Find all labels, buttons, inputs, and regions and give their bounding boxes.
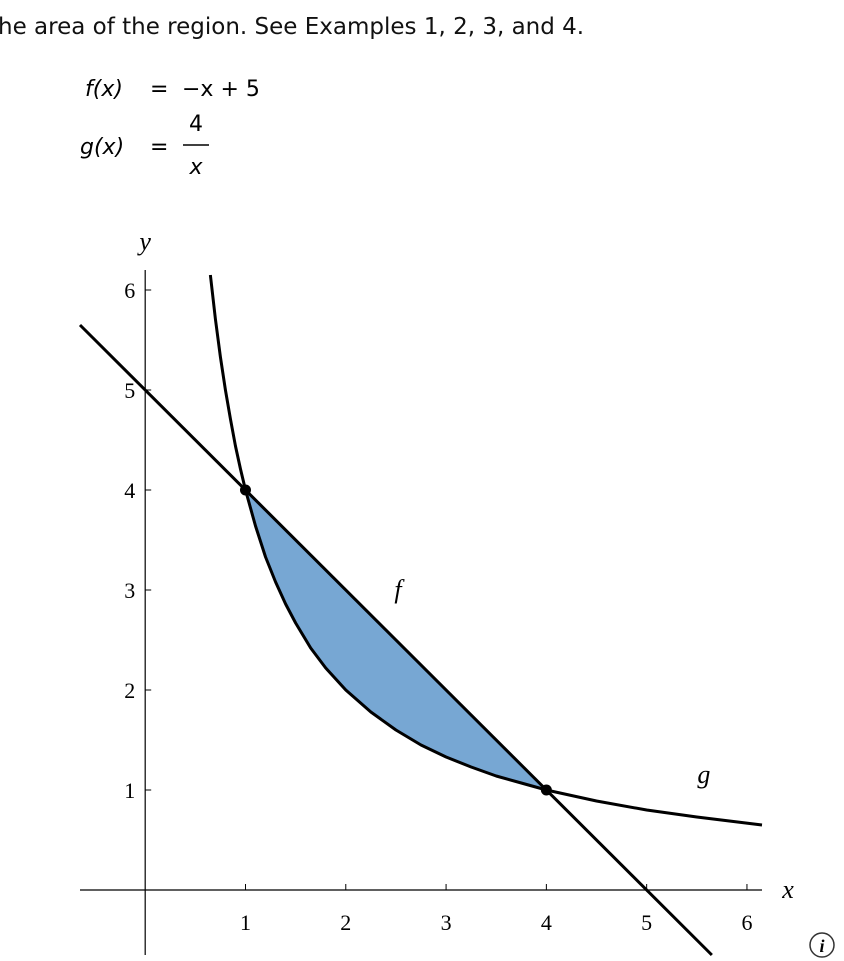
intersection-point	[540, 784, 552, 796]
equation-lhs: f(x)	[85, 77, 123, 102]
x-tick-label: 4	[541, 910, 552, 935]
y-axis-label: y	[136, 227, 151, 256]
equation-sign: =	[150, 135, 168, 160]
header-text: he area of the region. See Examples 1, 2…	[0, 14, 584, 40]
x-tick-label: 5	[641, 910, 652, 935]
fraction-denominator: x	[188, 155, 203, 180]
info-icon-glyph[interactable]: i	[819, 936, 824, 956]
x-tick-label: 2	[340, 910, 351, 935]
y-tick-label: 1	[124, 778, 135, 803]
x-tick-label: 3	[441, 910, 452, 935]
x-tick-label: 6	[741, 910, 752, 935]
info-icon[interactable]	[809, 932, 835, 958]
y-tick-label: 4	[124, 478, 135, 503]
x-axis-label: x	[781, 875, 794, 904]
chart: 1 2 3 4 5 6 1 2 3 4 5 6 x y f g	[78, 227, 794, 957]
equation-lhs: g(x)	[80, 135, 124, 160]
curve-label: f	[394, 575, 405, 604]
fraction-numerator: 4	[189, 112, 203, 137]
y-tick-label: 2	[124, 678, 135, 703]
x-tick-label: 1	[240, 910, 251, 935]
curve	[78, 323, 713, 957]
curve	[208, 274, 763, 827]
y-tick-label: 5	[124, 378, 135, 403]
y-tick-label: 6	[124, 278, 135, 303]
equation-sign: =	[150, 77, 168, 102]
equation-rhs: −x + 5	[182, 77, 260, 102]
curve-label: g	[697, 760, 710, 789]
y-tick-label: 3	[124, 578, 135, 603]
intersection-point	[239, 484, 251, 496]
